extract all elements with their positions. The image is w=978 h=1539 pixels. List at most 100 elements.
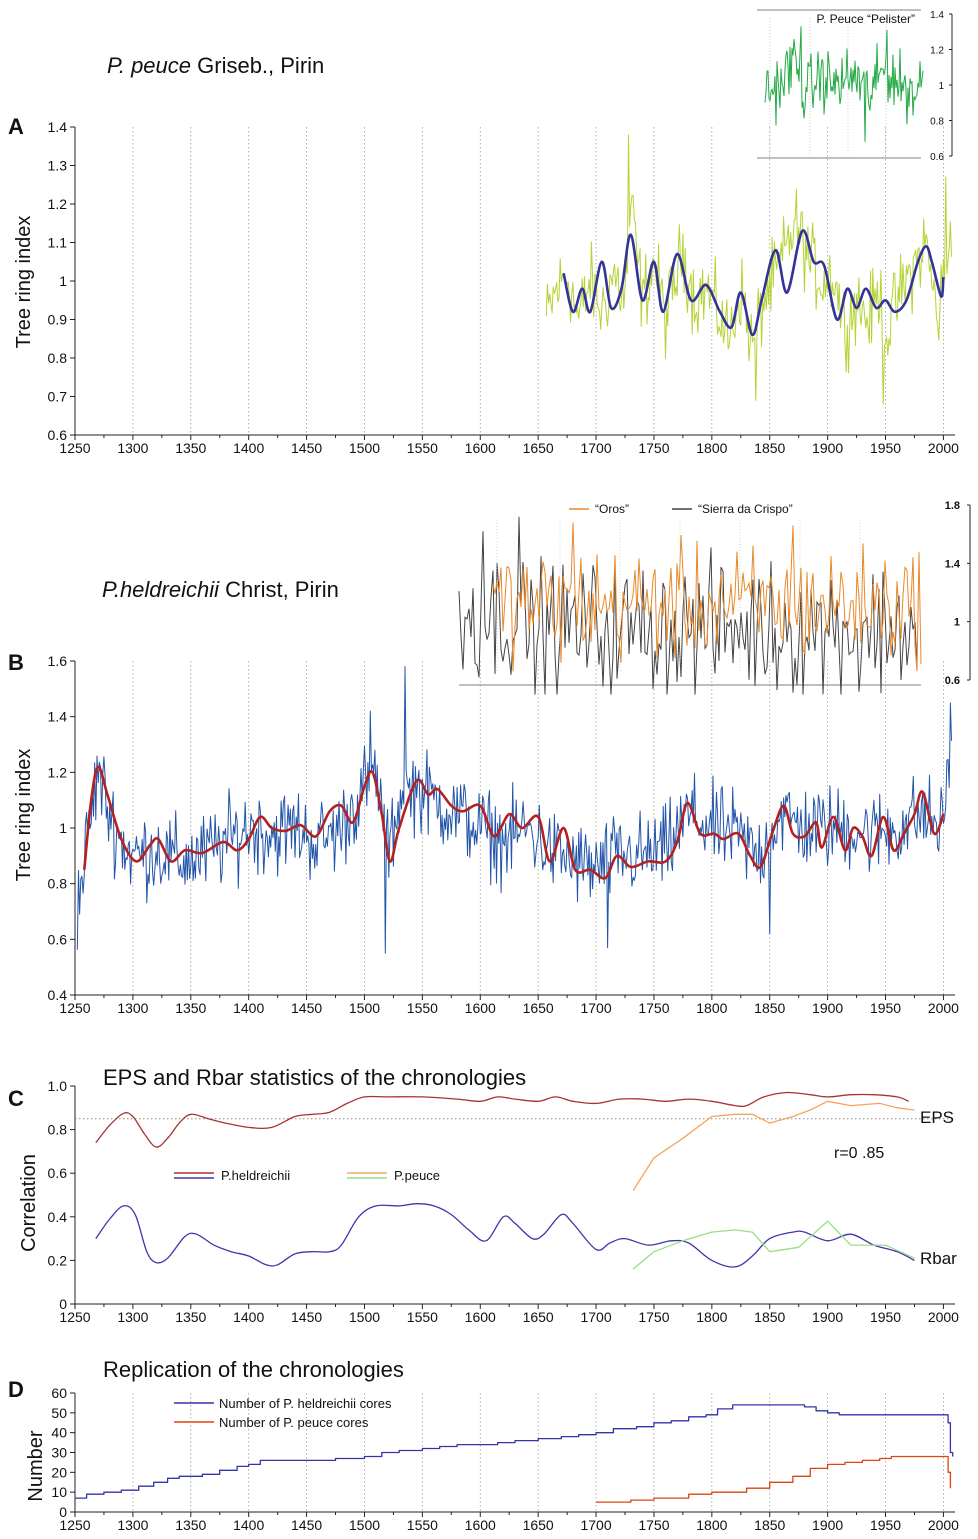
panel-a-x-tick-label: 1550 (407, 440, 438, 456)
panel-c-x-tick-label: 1850 (754, 1309, 785, 1325)
panel-d-x-tick-label: 1350 (175, 1517, 206, 1533)
panel-a-letter: A (8, 114, 24, 139)
panel-b-x-tick-label: 1650 (523, 1000, 554, 1016)
panel-d-x-tick-label: 1750 (638, 1517, 669, 1533)
inset-b-y-tick-label: 1 (954, 617, 960, 629)
panel-c-x-tick-label: 1300 (117, 1309, 148, 1325)
inset-a-label: P. Peuce “Pelister” (817, 12, 916, 26)
panel-d-x-tick-label: 1450 (291, 1517, 322, 1533)
panel-a-y-tick-label: 1.4 (48, 119, 68, 135)
panel-d-x-tick-label: 1900 (812, 1517, 843, 1533)
panel-b-x-tick-label: 2000 (928, 1000, 959, 1016)
panel-a-x-tick-label: 1250 (59, 440, 90, 456)
panel-d-x-tick-label: 1850 (754, 1517, 785, 1533)
panel-b-y-tick-label: 0.4 (48, 987, 68, 1003)
panel-c-letter: C (8, 1086, 24, 1111)
panel-a-raw-series (545, 134, 952, 405)
legend-peuce-label: P.peuce (394, 1168, 440, 1183)
panel-c-plot: 1250 1300 1350 1400 1450 1500 1550 1600 1650 1700… (48, 1078, 960, 1325)
panel-c-series-1 (632, 1100, 915, 1191)
inset-a-pelister-series (764, 26, 924, 142)
inset-b-y-tick-label: 1.4 (945, 558, 961, 570)
panel-d-ylabel: Number (25, 1430, 47, 1501)
panel-a: P. peuce Griseb., Pirin A Tree ring inde… (8, 9, 960, 456)
panel-d-y-tick-label: 0 (59, 1504, 67, 1520)
panel-a-y-tick-label: 1.3 (48, 158, 68, 174)
panel-a-x-tick-label: 1950 (870, 440, 901, 456)
panel-c-x-tick-label: 1900 (812, 1309, 843, 1325)
panel-d-x-tick-label: 1600 (465, 1517, 496, 1533)
panel-b-raw-series (76, 666, 952, 954)
panel-c-x-tick-label: 1950 (870, 1309, 901, 1325)
inset-a-y-tick-label: 0.8 (930, 117, 944, 128)
panel-b-x-tick-label: 1900 (812, 1000, 843, 1016)
panel-c-y-tick-label: 0.2 (48, 1252, 68, 1268)
panel-a-plot: 1250 1300 1350 1400 1450 1500 1550 1600 1650 1700… (48, 119, 960, 456)
panel-d-title: Replication of the chronologies (103, 1357, 404, 1382)
legend-heldreichii-cores-label: Number of P. heldreichii cores (219, 1396, 392, 1411)
panel-b-x-tick-label: 1850 (754, 1000, 785, 1016)
panel-c-y-tick-label: 0.6 (48, 1165, 68, 1181)
panel-b-x-tick-label: 1350 (175, 1000, 206, 1016)
panel-d-y-tick-label: 20 (51, 1464, 67, 1480)
panel-d-y-tick-label: 10 (51, 1484, 67, 1500)
panel-a-title-rest: Griseb., Pirin (191, 53, 324, 78)
panel-c-x-tick-label: 1400 (233, 1309, 264, 1325)
panel-c-x-tick-label: 1700 (580, 1309, 611, 1325)
panel-d-series-1 (596, 1455, 952, 1503)
panel-b-x-tick-label: 1950 (870, 1000, 901, 1016)
panel-c-x-tick-label: 1550 (407, 1309, 438, 1325)
panel-d-y-tick-label: 60 (51, 1385, 67, 1401)
panel-c-x-tick-label: 1350 (175, 1309, 206, 1325)
panel-a-x-tick-label: 1650 (523, 440, 554, 456)
panel-d-series-0 (75, 1404, 954, 1499)
panel-d-y-tick-label: 50 (51, 1405, 67, 1421)
panel-a-x-tick-label: 1800 (696, 440, 727, 456)
legend-heldreichii-label: P.heldreichii (221, 1168, 290, 1183)
panel-b-title: P.heldreichii Christ, Pirin (102, 577, 339, 602)
panel-a-x-tick-label: 1300 (117, 440, 148, 456)
panel-d-x-tick-label: 1250 (59, 1517, 90, 1533)
panel-a-x-tick-label: 1350 (175, 440, 206, 456)
inset-b-axis: 0.6 1 1.4 1.8 (496, 500, 971, 687)
panel-c-x-tick-label: 1650 (523, 1309, 554, 1325)
inset-b-oros-series (492, 522, 922, 672)
panel-b-x-tick-label: 1800 (696, 1000, 727, 1016)
panel-b-title-rest: Christ, Pirin (219, 577, 339, 602)
panel-a-ylabel: Tree ring index (13, 216, 35, 349)
panel-b-letter: B (8, 650, 24, 675)
panel-d-x-tick-label: 1550 (407, 1517, 438, 1533)
inset-a-y-tick-label: 1.2 (930, 46, 944, 57)
panel-a-y-tick-label: 0.7 (48, 389, 68, 405)
inset-a-y-tick-label: 1.4 (930, 10, 944, 21)
panel-c-series-3 (632, 1220, 915, 1270)
panel-d-x-tick-label: 1700 (580, 1517, 611, 1533)
panel-a-x-tick-label: 2000 (928, 440, 959, 456)
panel-a-inset: P. Peuce “Pelister” 0.6 0.8 1 1.2 1.4 (757, 9, 953, 163)
panel-a-smooth-series (562, 229, 945, 337)
panel-c-rbar-label: Rbar (920, 1249, 957, 1268)
panel-b-y-tick-label: 1 (59, 820, 67, 836)
panel-b-plot: 1250 1300 1350 1400 1450 1500 1550 1600 1650 1700… (48, 653, 960, 1016)
panel-c-x-tick-label: 1250 (59, 1309, 90, 1325)
panel-c-x-tick-label: 1800 (696, 1309, 727, 1325)
panel-b-x-tick-label: 1450 (291, 1000, 322, 1016)
panel-b-x-tick-label: 1600 (465, 1000, 496, 1016)
panel-c-legend: P.heldreichii P.peuce (174, 1168, 440, 1183)
panel-b-title-species: P.heldreichii (102, 577, 220, 602)
inset-a-axis: 0.6 0.8 1 1.2 1.4 (769, 10, 953, 163)
panel-a-y-tick-label: 0.9 (48, 312, 68, 328)
panel-d-x-tick-label: 1650 (523, 1517, 554, 1533)
panel-b-inset: “Oros” “Sierra da Crispo” 0.6 1 1.4 1.8 (458, 500, 971, 695)
panel-b-y-tick-label: 1.6 (48, 653, 68, 669)
panel-a-x-tick-label: 1700 (580, 440, 611, 456)
inset-b-legend-sierra: “Sierra da Crispo” (698, 502, 793, 516)
panel-b-y-tick-label: 0.8 (48, 876, 68, 892)
panel-d-x-tick-label: 1800 (696, 1517, 727, 1533)
panel-a-x-tick-label: 1900 (812, 440, 843, 456)
panel-d-x-tick-label: 1500 (349, 1517, 380, 1533)
panel-d-x-tick-label: 2000 (928, 1517, 959, 1533)
panel-c-title: EPS and Rbar statistics of the chronolog… (103, 1065, 526, 1090)
panel-b-x-tick-label: 1700 (580, 1000, 611, 1016)
panel-a-x-tick-label: 1850 (754, 440, 785, 456)
